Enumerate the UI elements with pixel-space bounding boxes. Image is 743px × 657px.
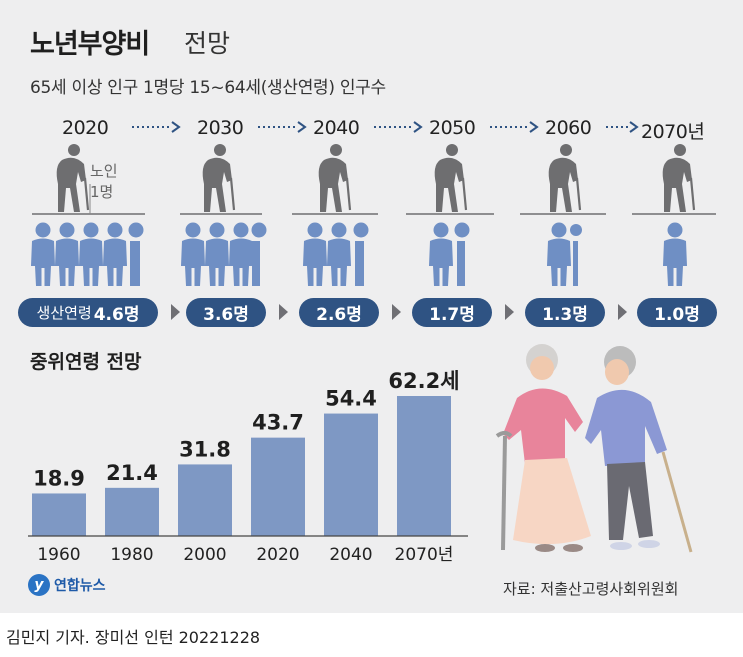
working-age-badge-2050: 1.7명 [412, 298, 492, 327]
value-label-2070년: 62.2세 [388, 369, 459, 393]
logo-text: 연합뉴스 [54, 578, 106, 594]
bar-2070년 [397, 396, 451, 536]
senior-label-line1: 노인 [90, 162, 118, 180]
working-age-badge-2020: 생산연령 4.6명 [18, 298, 158, 327]
partial-person-icon [251, 222, 267, 286]
value-label-2020: 43.7 [252, 411, 304, 435]
chevron-right-icon [279, 304, 288, 320]
working-age-badge-2030: 3.6명 [186, 298, 266, 327]
dotted-arrow-icon [258, 121, 307, 133]
partial-person-icon [570, 224, 582, 286]
yonhap-logo-icon: y [28, 574, 50, 596]
year-label-2030: 2030 [197, 117, 244, 139]
chevron-right-icon [171, 304, 180, 320]
working-age-badge-2040: 2.6명 [299, 298, 379, 327]
chevron-right-icon [505, 304, 514, 320]
partial-person-icon [128, 222, 144, 286]
elderly-woman-figure [495, 344, 591, 552]
badge-value: 1.0명 [654, 305, 700, 325]
category-label-2000: 2000 [183, 545, 226, 565]
category-label-1980: 1980 [110, 545, 153, 565]
yonhap-logo: y 연합뉴스 [28, 574, 106, 596]
dotted-arrow-icon [132, 121, 181, 133]
year-label-2050: 2050 [429, 117, 476, 139]
category-label-2070년: 2070년 [395, 545, 454, 565]
population-figures [31, 142, 716, 286]
credit-line: 김민지 기자. 장미선 인턴 20221228 [6, 628, 261, 647]
page-title-suffix: 전망 [184, 29, 231, 58]
chevron-right-icon [618, 304, 627, 320]
dotted-arrow-icon [490, 121, 539, 133]
badge-prefix: 생산연령 [36, 304, 92, 322]
figure-group-2040 [292, 142, 378, 286]
value-label-1960: 18.9 [33, 466, 85, 490]
badge-value: 1.7명 [429, 305, 475, 325]
working-age-badge-2070: 1.0명 [637, 298, 717, 327]
senior-count-label: 노인 1명 [90, 161, 118, 203]
figure-group-2070 [632, 142, 716, 286]
figure-group-2020 [31, 142, 145, 286]
elderly-couple-illustration [495, 344, 693, 553]
dotted-arrow-icon [606, 121, 639, 133]
category-label-2020: 2020 [256, 545, 299, 565]
median-age-chart: 18.9 1960 21.4 1980 31.8 2000 43.7 2020 54.4 2040… [28, 369, 468, 565]
badge-value: 2.6명 [316, 305, 362, 325]
bar-1980 [105, 487, 159, 536]
partial-person-icon [454, 222, 470, 286]
bar-2040 [324, 413, 378, 536]
value-label-1980: 21.4 [106, 461, 158, 485]
badge-value: 4.6명 [93, 305, 140, 325]
year-label-2020: 2020 [62, 117, 109, 139]
figure-group-2060 [520, 142, 606, 286]
year-label-2040: 2040 [313, 117, 360, 139]
source-note: 자료: 저출산고령사회위원회 [503, 580, 679, 598]
value-label-2000: 31.8 [179, 437, 231, 461]
badge-value: 3.6명 [203, 305, 249, 325]
senior-label-line2: 1명 [90, 183, 114, 201]
working-age-badge-2060: 1.3명 [525, 298, 605, 327]
elderly-man-figure [585, 346, 693, 553]
dotted-arrow-icon [374, 121, 423, 133]
category-label-1960: 1960 [37, 545, 80, 565]
category-label-2040: 2040 [329, 545, 372, 565]
year-label-2070: 2070년 [641, 121, 705, 143]
chevron-right-icon [392, 304, 401, 320]
partial-person-icon [353, 222, 369, 286]
figure-group-2030 [180, 142, 267, 286]
page-title: 노년부양비 [30, 29, 150, 60]
page-subtitle: 65세 이상 인구 1명당 15~64세(생산연령) 인구수 [30, 78, 386, 98]
bar-1960 [32, 493, 86, 536]
value-label-2040: 54.4 [325, 387, 377, 411]
bar-2000 [178, 464, 232, 536]
median-age-title: 중위연령 전망 [30, 351, 142, 373]
figure-group-2050 [406, 142, 494, 286]
badge-value: 1.3명 [542, 305, 588, 325]
bar-2020 [251, 437, 305, 536]
year-label-2060: 2060 [545, 117, 592, 139]
